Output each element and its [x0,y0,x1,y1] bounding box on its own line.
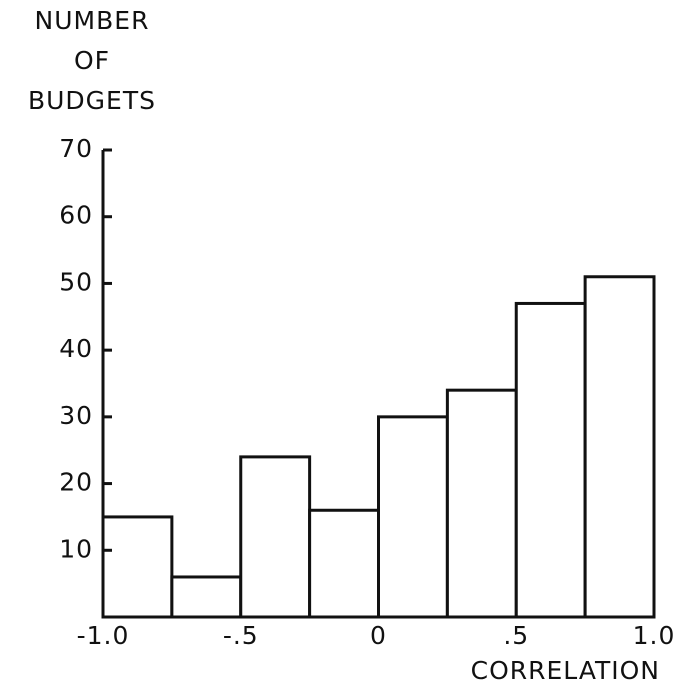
y-axis-label: NUMBER [35,6,150,35]
x-tick-label: 0 [370,621,387,650]
y-tick-label: 10 [59,534,93,563]
x-tick-label: -1.0 [77,621,130,650]
bar [308,508,380,619]
bar [101,515,174,619]
y-tick-label: 40 [59,334,93,363]
bar [377,415,449,619]
bar [170,575,243,619]
y-axis-label: BUDGETS [28,86,156,115]
x-axis-label: CORRELATION [471,656,660,685]
bar [514,301,587,619]
y-tick-label: 70 [59,134,93,163]
y-axis-label: OF [74,46,110,75]
x-tick-label: 1.0 [633,621,676,650]
y-tick-label: 60 [59,201,93,230]
y-tick-label: 50 [59,267,93,296]
x-tick-label: -.5 [223,621,259,650]
bar [445,388,518,619]
y-tick-label: 30 [59,401,93,430]
bar [583,275,656,619]
x-tick-label: .5 [503,621,529,650]
bar [239,455,312,619]
y-tick-label: 20 [59,468,93,497]
